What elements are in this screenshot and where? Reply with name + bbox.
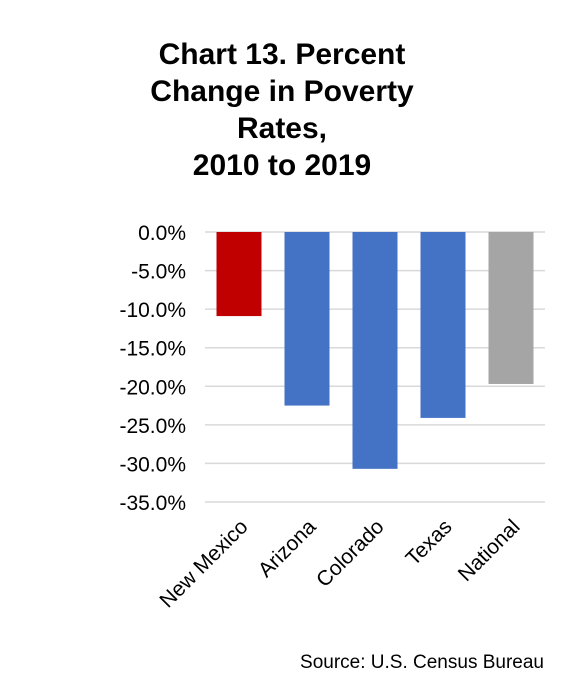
y-tick-label: -25.0% bbox=[119, 415, 186, 438]
chart-title-line-4: 2010 to 2019 bbox=[192, 149, 372, 182]
chart-title-line-2: Change in Poverty bbox=[150, 75, 414, 108]
bar-texas bbox=[420, 232, 466, 418]
x-tick-label: Arizona bbox=[254, 515, 321, 582]
bar-new-mexico bbox=[216, 232, 262, 317]
y-tick-label: 0.0% bbox=[138, 222, 186, 245]
y-tick-label: -30.0% bbox=[119, 453, 186, 476]
x-tick-label: Texas bbox=[401, 515, 456, 570]
x-tick-label: New Mexico bbox=[155, 515, 252, 612]
bar-colorado bbox=[352, 232, 398, 469]
bar-national bbox=[488, 232, 534, 384]
bars bbox=[216, 232, 534, 469]
chart-title-line-3: Rates, bbox=[236, 112, 328, 145]
y-tick-label: -10.0% bbox=[119, 299, 186, 322]
y-tick-label: -5.0% bbox=[131, 261, 186, 284]
chart-title-line-1: Chart 13. Percent bbox=[158, 38, 406, 71]
x-tick-label: National bbox=[454, 515, 525, 586]
y-tick-label: -15.0% bbox=[119, 338, 186, 361]
chart-title: Chart 13. Percent Change in Poverty Rate… bbox=[0, 36, 564, 184]
bar-arizona bbox=[284, 232, 330, 406]
y-tick-label: -20.0% bbox=[119, 376, 186, 399]
y-axis-tick-labels: 0.0% -5.0% -10.0% -15.0% -20.0% -25.0% -30.0% -… bbox=[119, 222, 186, 515]
y-tick-label: -35.0% bbox=[119, 492, 186, 515]
x-tick-label: Colorado bbox=[312, 515, 389, 592]
source-note: Source: U.S. Census Bureau bbox=[300, 652, 544, 673]
